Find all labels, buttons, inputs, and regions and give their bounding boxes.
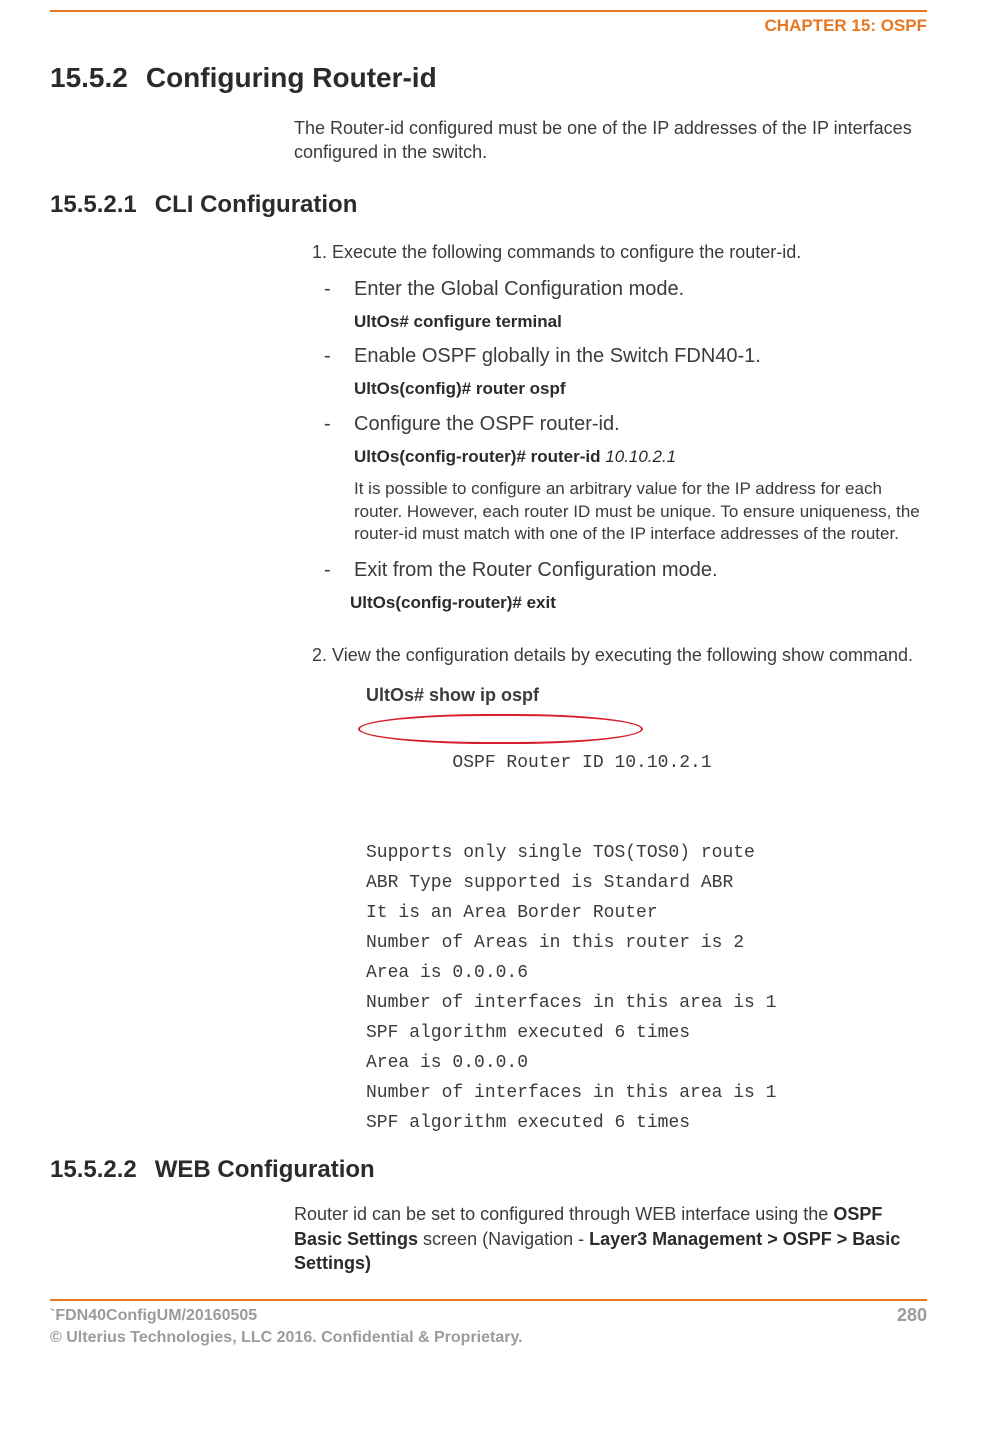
bullet-text: Configure the OSPF router-id. xyxy=(354,410,921,439)
chapter-label: CHAPTER 15: OSPF xyxy=(50,16,927,36)
section-title: Configuring Router-id xyxy=(146,62,437,93)
output-line: Area is 0.0.0.6 xyxy=(366,958,921,988)
bullet-row: - Exit from the Router Configuration mod… xyxy=(324,556,921,585)
step-1: 1. Execute the following commands to con… xyxy=(312,239,921,265)
cli-command-text: UltOs(config-router)# router-id xyxy=(354,447,601,466)
output-line: Supports only single TOS(TOS0) route xyxy=(366,838,921,868)
output-line: SPF algorithm executed 6 times xyxy=(366,1108,921,1138)
subsection-heading-cli: 15.5.2.1 CLI Configuration xyxy=(50,191,927,219)
footer: `FDN40ConfigUM/20160505 © Ulterius Techn… xyxy=(50,1305,927,1348)
web-config-text: Router id can be set to configured throu… xyxy=(294,1202,921,1275)
dash-icon: - xyxy=(324,410,354,439)
cli-steps: 1. Execute the following commands to con… xyxy=(312,239,921,1139)
bullet-row: - Enable OSPF globally in the Switch FDN… xyxy=(324,342,921,371)
bullet-text: Exit from the Router Configuration mode. xyxy=(354,556,921,585)
cli-argument: 10.10.2.1 xyxy=(605,447,676,466)
annotation-circle-icon xyxy=(358,714,643,744)
output-line: Area is 0.0.0.0 xyxy=(366,1048,921,1078)
cli-command: UltOs(config-router)# exit xyxy=(350,591,921,616)
note-text: It is possible to configure an arbitrary… xyxy=(354,478,921,547)
step-2: 2. View the configuration details by exe… xyxy=(312,642,921,668)
dash-icon: - xyxy=(324,342,354,371)
section-number: 15.5.2 xyxy=(50,62,128,94)
output-line-highlighted: OSPF Router ID 10.10.2.1 xyxy=(366,718,712,838)
bullet-text: Enter the Global Configuration mode. xyxy=(354,275,921,304)
header-rule xyxy=(50,10,927,12)
section-heading: 15.5.2 Configuring Router-id xyxy=(50,62,927,94)
footer-copyright: © Ulterius Technologies, LLC 2016. Confi… xyxy=(50,1327,523,1349)
output-line: It is an Area Border Router xyxy=(366,898,921,928)
footer-rule xyxy=(50,1299,927,1301)
output-line: SPF algorithm executed 6 times xyxy=(366,1018,921,1048)
subsection-number: 15.5.2.1 xyxy=(50,191,137,219)
page-number: 280 xyxy=(897,1305,927,1348)
section-intro: The Router-id configured must be one of … xyxy=(294,116,921,165)
bullet-row: - Configure the OSPF router-id. xyxy=(324,410,921,439)
output-line: Number of Areas in this router is 2 xyxy=(366,928,921,958)
footer-doc-id: `FDN40ConfigUM/20160505 xyxy=(50,1305,523,1327)
subsection-number: 15.5.2.2 xyxy=(50,1156,137,1184)
page: CHAPTER 15: OSPF 15.5.2 Configuring Route… xyxy=(0,0,985,1450)
show-command: UltOs# show ip ospf xyxy=(366,682,921,708)
output-line: Number of interfaces in this area is 1 xyxy=(366,1078,921,1108)
cli-command: UltOs(config)# router ospf xyxy=(354,377,921,402)
web-text-mid: screen (Navigation - xyxy=(418,1229,589,1249)
dash-icon: - xyxy=(324,275,354,304)
subsection-heading-web: 15.5.2.2 WEB Configuration xyxy=(50,1156,927,1184)
output-line: ABR Type supported is Standard ABR xyxy=(366,868,921,898)
subsection-title: CLI Configuration xyxy=(155,191,358,218)
bullet-row: - Enter the Global Configuration mode. xyxy=(324,275,921,304)
output-line: Number of interfaces in this area is 1 xyxy=(366,988,921,1018)
output-text: OSPF Router ID 10.10.2.1 xyxy=(452,753,711,773)
dash-icon: - xyxy=(324,556,354,585)
web-text-pre: Router id can be set to configured throu… xyxy=(294,1204,833,1224)
subsection-title: WEB Configuration xyxy=(155,1156,375,1183)
bullet-text: Enable OSPF globally in the Switch FDN40… xyxy=(354,342,921,371)
cli-output: OSPF Router ID 10.10.2.1 Supports only s… xyxy=(366,718,921,1138)
cli-command: UltOs# configure terminal xyxy=(354,310,921,335)
cli-command: UltOs(config-router)# router-id 10.10.2.… xyxy=(354,445,921,470)
footer-left: `FDN40ConfigUM/20160505 © Ulterius Techn… xyxy=(50,1305,523,1348)
